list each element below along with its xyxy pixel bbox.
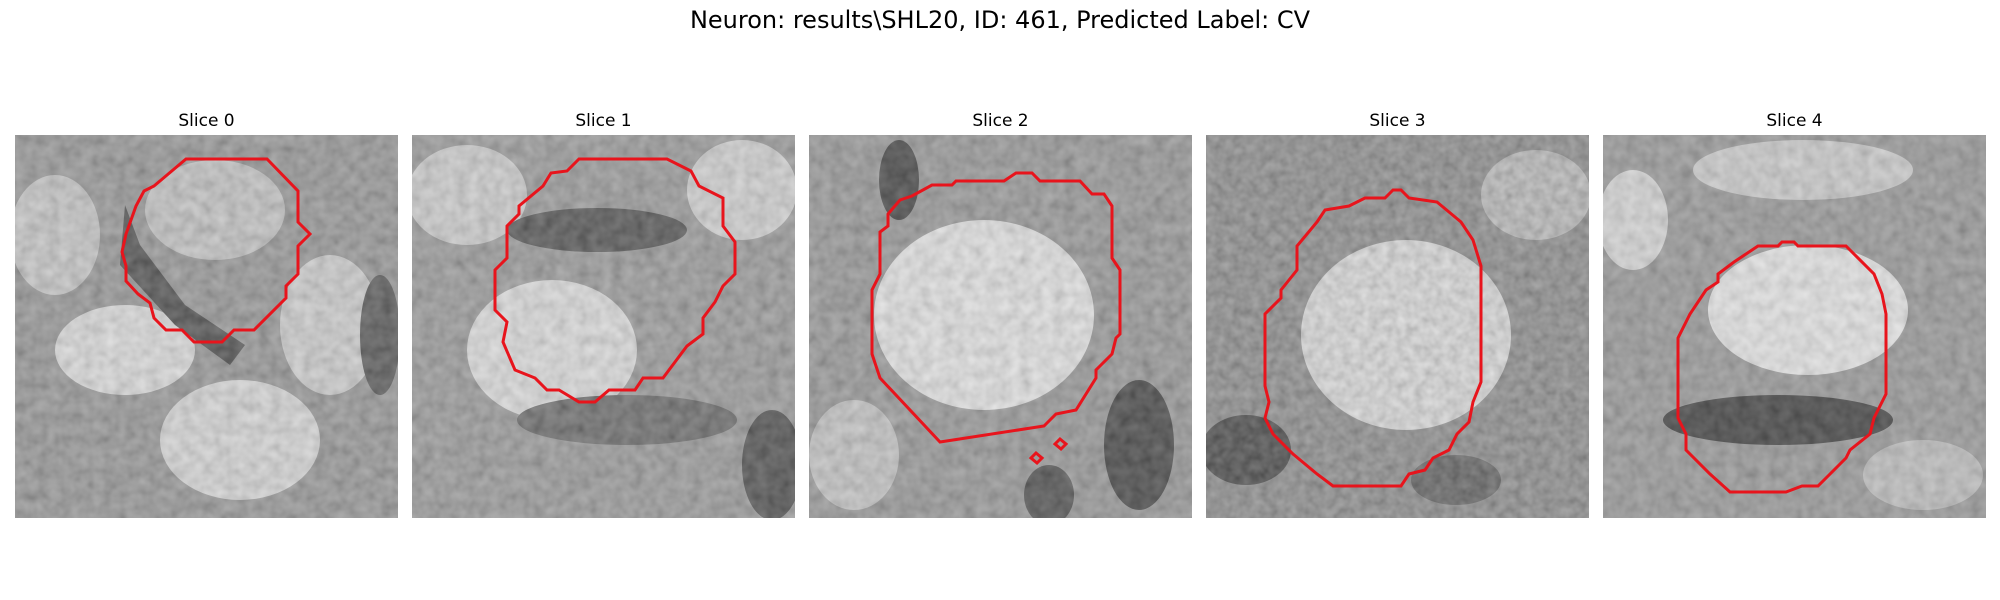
slice-image-2 [809,135,1192,518]
figure-title: Neuron: results\SHL20, ID: 461, Predicte… [689,6,1311,34]
roi-fragment [1052,436,1069,452]
slice-image-4 [1603,135,1986,518]
roi-contour [870,171,1122,444]
slice-title: Slice 0 [178,111,235,131]
roi-contour [1263,188,1483,488]
slice-image-3 [1206,135,1589,518]
slice-panel-2: Slice 2 [809,108,1192,518]
slice-title: Slice 4 [1766,111,1823,131]
roi-contour [120,157,313,344]
slice-title: Slice 3 [1369,111,1426,131]
slice-panel-3: Slice 3 [1206,108,1589,518]
slice-image-0 [15,135,398,518]
roi-fragment [1028,450,1045,466]
slice-panel-1: Slice 1 [412,108,795,518]
slice-panel-4: Slice 4 [1603,108,1986,518]
slice-panel-0: Slice 0 [15,108,398,518]
slice-image-1 [412,135,795,518]
slice-title: Slice 1 [575,111,632,131]
roi-contour [493,157,737,404]
slice-title: Slice 2 [972,111,1029,131]
roi-contour [1676,240,1888,494]
